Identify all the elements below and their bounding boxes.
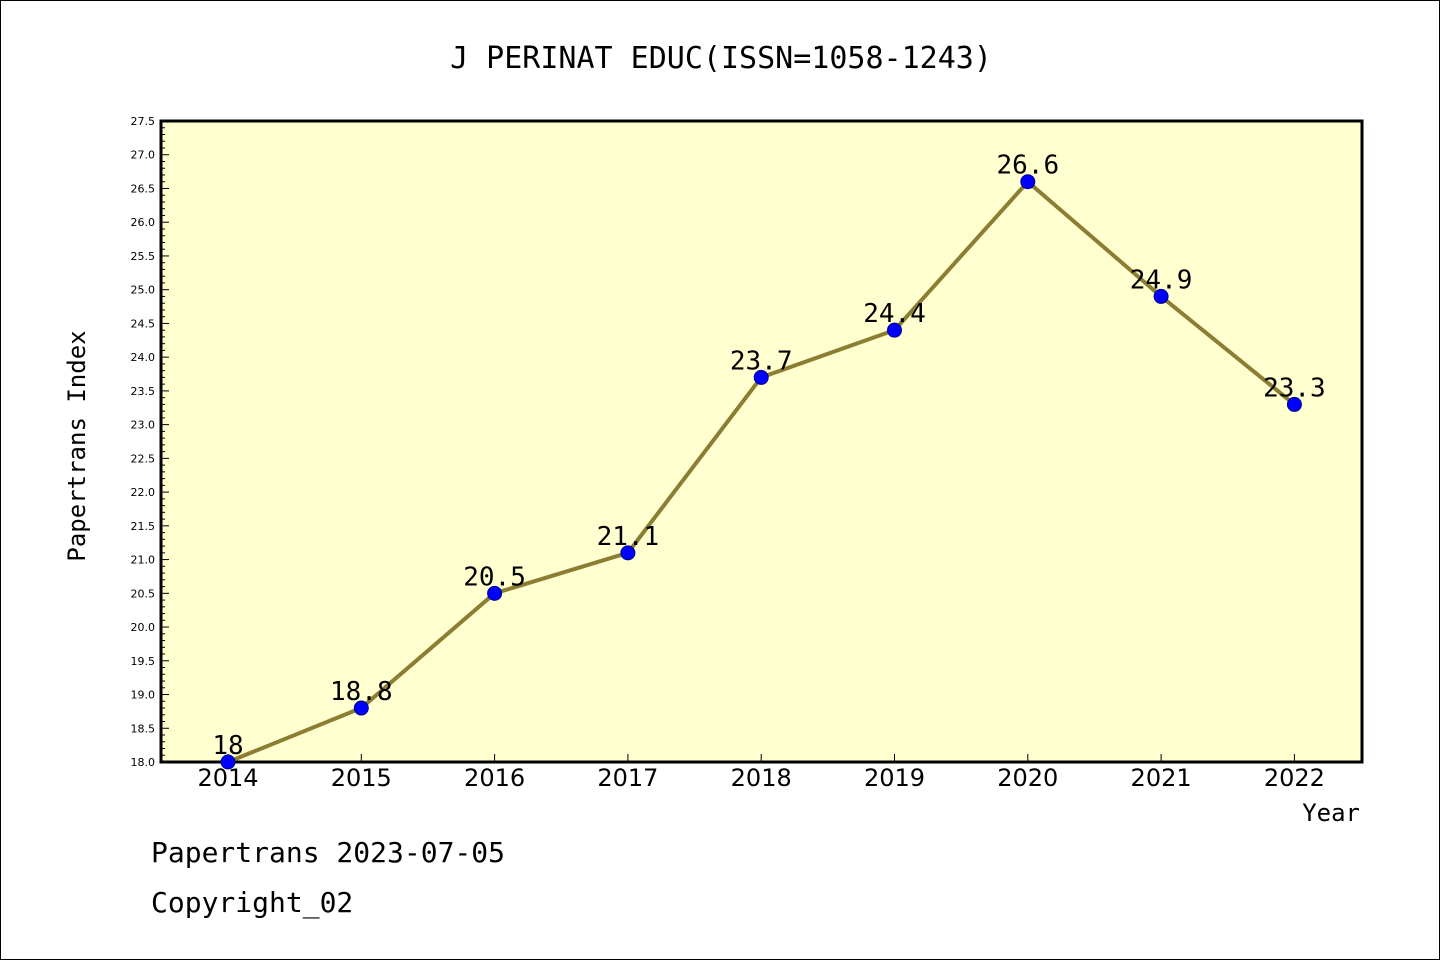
data-point bbox=[620, 545, 636, 561]
footer-copyright-text: Copyright_02 bbox=[151, 886, 354, 919]
y-tick-label: 26.5 bbox=[131, 182, 156, 195]
data-label: 18 bbox=[212, 731, 243, 761]
data-point bbox=[887, 322, 902, 338]
data-label: 24.9 bbox=[1130, 265, 1193, 295]
y-tick-label: 27.5 bbox=[131, 115, 156, 128]
y-tick-label: 22.0 bbox=[131, 486, 156, 499]
y-tick-label: 25.5 bbox=[131, 250, 156, 263]
data-point bbox=[487, 585, 503, 601]
y-tick-label: 26.0 bbox=[131, 216, 156, 229]
data-label: 20.5 bbox=[463, 562, 526, 592]
data-point bbox=[1153, 288, 1169, 304]
data-label: 24.4 bbox=[863, 299, 926, 329]
y-tick-label: 21.0 bbox=[131, 554, 156, 567]
data-point bbox=[220, 754, 236, 770]
data-labels: 18 18.8 20.5 21.1 23.7 24.4 26.6 24.9 23.3 bbox=[212, 151, 1325, 761]
data-point bbox=[1286, 396, 1302, 412]
x-tick-label: 2020 bbox=[997, 764, 1058, 792]
data-label: 21.1 bbox=[597, 522, 660, 552]
y-tick-label: 19.0 bbox=[131, 689, 156, 702]
y-tick-label: 23.5 bbox=[131, 385, 156, 398]
footer-date-text: Papertrans 2023-07-05 bbox=[151, 836, 506, 869]
series-points bbox=[220, 174, 1302, 770]
x-tick-label: 2019 bbox=[864, 764, 925, 792]
x-tick-label: 2015 bbox=[331, 764, 392, 792]
y-tick-label: 18.5 bbox=[131, 722, 156, 735]
x-tick-label: 2017 bbox=[597, 764, 658, 792]
data-label: 26.6 bbox=[996, 151, 1059, 181]
plot-area bbox=[159, 119, 1364, 764]
data-label: 18.8 bbox=[330, 677, 393, 707]
y-axis-minor-ticks bbox=[161, 127, 165, 756]
y-axis-ticks: 18.0 18.5 19.0 19.5 20.0 20.5 21.0 21.5 22.0 22.5… bbox=[131, 115, 169, 769]
data-point bbox=[753, 369, 769, 385]
y-tick-label: 24.5 bbox=[131, 317, 156, 330]
x-axis-label: Year bbox=[1302, 799, 1360, 827]
y-axis-label: Papertrans Index bbox=[63, 330, 91, 561]
x-tick-label: 2018 bbox=[731, 764, 792, 792]
data-point bbox=[1020, 174, 1036, 190]
y-tick-label: 27.0 bbox=[131, 149, 156, 162]
y-tick-label: 24.0 bbox=[131, 351, 156, 364]
y-tick-label: 20.0 bbox=[131, 621, 156, 634]
y-tick-label: 25.0 bbox=[131, 284, 156, 297]
x-tick-label: 2022 bbox=[1264, 764, 1325, 792]
data-label: 23.7 bbox=[730, 346, 793, 376]
data-label: 23.3 bbox=[1263, 373, 1326, 403]
y-tick-label: 21.5 bbox=[131, 520, 156, 533]
y-tick-label: 18.0 bbox=[131, 756, 156, 769]
y-tick-label: 19.5 bbox=[131, 655, 156, 668]
y-tick-label: 22.5 bbox=[131, 452, 156, 465]
y-tick-label: 20.5 bbox=[131, 587, 156, 600]
chart-title: J PERINAT EDUC(ISSN=1058-1243) bbox=[450, 41, 992, 76]
y-tick-label: 23.0 bbox=[131, 419, 156, 432]
x-tick-label: 2016 bbox=[464, 764, 525, 792]
x-tick-label: 2021 bbox=[1131, 764, 1192, 792]
data-point bbox=[353, 700, 369, 716]
